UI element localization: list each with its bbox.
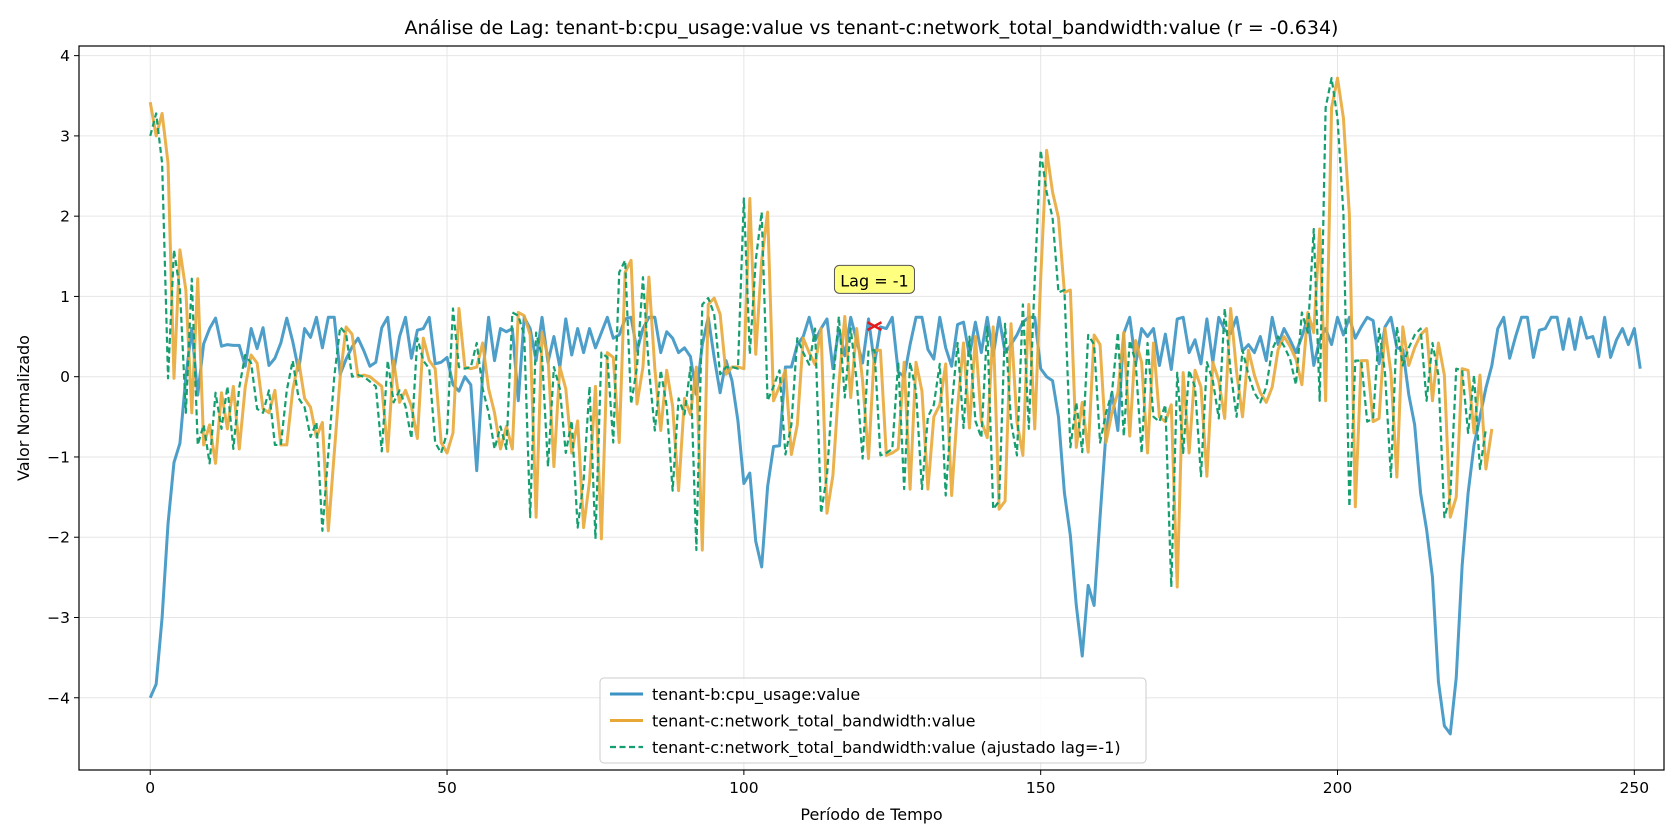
series-line-network-bandwidth-lagged bbox=[149, 77, 1487, 589]
legend-label-network-bandwidth: tenant-c:network_total_bandwidth:value bbox=[652, 712, 975, 732]
series-line-network-bandwidth bbox=[148, 76, 1494, 589]
plot-area-frame bbox=[78, 45, 1665, 771]
y-tick-label: −1 bbox=[47, 448, 70, 466]
y-tick-label: −4 bbox=[47, 689, 70, 707]
y-tick-label: 2 bbox=[60, 208, 70, 226]
x-axis-label: Período de Tempo bbox=[800, 805, 942, 824]
series-layer bbox=[148, 76, 1642, 736]
legend: tenant-b:cpu_usage:value tenant-c:networ… bbox=[599, 677, 1147, 764]
chart-title: Análise de Lag: tenant-b:cpu_usage:value… bbox=[405, 17, 1339, 39]
series-line-cpu-usage bbox=[148, 315, 1642, 736]
annotation-layer: Lag = -1 bbox=[833, 264, 915, 332]
lag-annotation-text: Lag = -1 bbox=[840, 271, 908, 290]
lag-marker-x bbox=[866, 321, 883, 332]
x-axis-ticks: 0 50 100 150 200 250 bbox=[145, 770, 1649, 797]
y-tick-label: −2 bbox=[47, 529, 70, 547]
y-tick-label: 3 bbox=[60, 127, 70, 145]
x-tick-label: 150 bbox=[1026, 779, 1056, 797]
y-tick-label: 0 bbox=[60, 368, 70, 386]
lag-annotation-box bbox=[833, 264, 915, 294]
y-tick-label: 1 bbox=[60, 288, 70, 306]
marker-stroke bbox=[866, 321, 883, 332]
x-tick-label: 200 bbox=[1323, 779, 1353, 797]
legend-label-cpu-usage: tenant-b:cpu_usage:value bbox=[652, 685, 860, 705]
y-tick-label: −3 bbox=[47, 609, 70, 627]
x-tick-label: 0 bbox=[145, 779, 155, 797]
grid-lines bbox=[79, 46, 1664, 770]
y-tick-label: 4 bbox=[60, 47, 70, 65]
y-axis-ticks: −4 −3 −2 −1 0 1 2 3 4 bbox=[47, 47, 79, 707]
legend-label-network-bandwidth-lagged: tenant-c:network_total_bandwidth:value (… bbox=[652, 738, 1121, 758]
x-tick-label: 50 bbox=[437, 779, 457, 797]
y-axis-label: Valor Normalizado bbox=[14, 335, 33, 481]
x-tick-label: 100 bbox=[729, 779, 759, 797]
x-tick-label: 250 bbox=[1620, 779, 1650, 797]
legend-box bbox=[599, 677, 1147, 764]
